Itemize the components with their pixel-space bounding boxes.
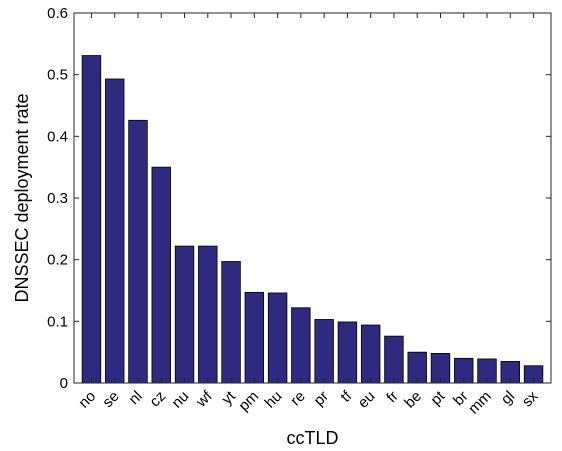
x-tick-label-wf: wf bbox=[192, 387, 216, 411]
y-tick-label: 0.4 bbox=[47, 128, 68, 145]
y-tick-label: 0.6 bbox=[47, 5, 68, 22]
x-tick-label-pm: pm bbox=[235, 388, 262, 415]
bar-re bbox=[291, 307, 311, 384]
bar-se bbox=[105, 78, 125, 384]
x-tick-label-hu: hu bbox=[262, 388, 286, 412]
bar-tf bbox=[337, 321, 358, 384]
bar-fr bbox=[384, 335, 404, 384]
bar-pr bbox=[314, 319, 334, 384]
bar-cz bbox=[151, 166, 171, 384]
x-tick-label-no: no bbox=[75, 388, 99, 412]
x-tick-label-be: be bbox=[401, 388, 425, 412]
bar-yt bbox=[221, 261, 241, 384]
y-tick-label: 0 bbox=[60, 375, 68, 392]
x-tick-label-tf: tf bbox=[337, 387, 356, 406]
bar-pm bbox=[244, 291, 265, 384]
y-tick-label: 0.1 bbox=[47, 313, 68, 330]
x-tick-label-nl: nl bbox=[126, 388, 146, 408]
bar-no bbox=[81, 55, 102, 384]
y-axis-label: DNSSEC deployment rate bbox=[12, 93, 32, 302]
x-tick-label-se: se bbox=[99, 388, 122, 411]
bar-nu bbox=[174, 245, 195, 384]
y-tick-label: 0.2 bbox=[47, 252, 68, 269]
bar-eu bbox=[360, 324, 381, 384]
y-tick-label: 0.5 bbox=[47, 67, 68, 84]
x-tick-label-mm: mm bbox=[465, 388, 495, 418]
x-tick-label-pt: pt bbox=[427, 387, 448, 408]
y-axis: 0 0.1 0.2 0.3 0.4 0.5 0.6 bbox=[47, 5, 551, 392]
y-tick-label: 0.3 bbox=[47, 190, 68, 207]
x-tick-label-re: re bbox=[287, 388, 308, 409]
x-tick-label-pr: pr bbox=[311, 388, 332, 409]
x-tick-label-fr: fr bbox=[383, 388, 402, 407]
bars-group bbox=[81, 55, 544, 384]
x-tick-label-yt: yt bbox=[219, 387, 240, 408]
x-tick-label-gl: gl bbox=[498, 388, 518, 408]
bar-nl bbox=[128, 119, 148, 384]
x-tick-label-nu: nu bbox=[169, 388, 193, 412]
x-tick-label-eu: eu bbox=[355, 388, 379, 412]
x-axis-label: ccTLD bbox=[286, 428, 338, 448]
x-tick-label-sx: sx bbox=[519, 387, 542, 410]
bar-hu bbox=[267, 292, 288, 384]
x-tick-label-cz: cz bbox=[146, 388, 169, 411]
bar-wf bbox=[198, 245, 218, 384]
